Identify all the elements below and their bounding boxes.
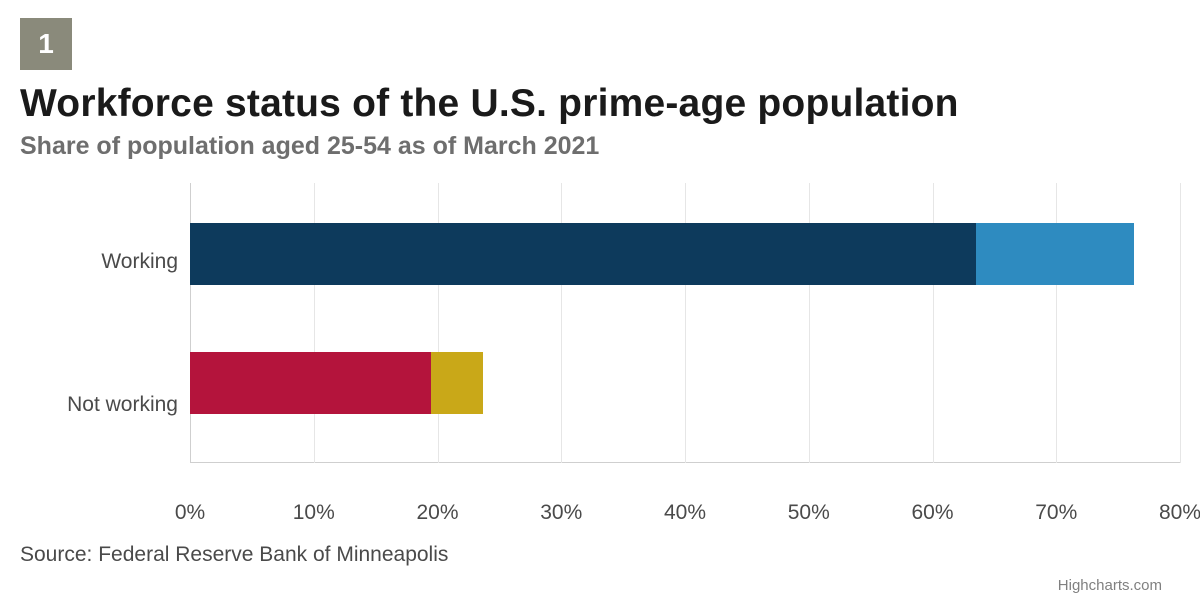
- chart-area: Working Not working: [20, 183, 1180, 493]
- bar-segment: [976, 223, 1134, 285]
- x-tick-label: 20%: [416, 501, 458, 525]
- source-caption: Source: Federal Reserve Bank of Minneapo…: [20, 543, 1180, 567]
- y-category-label: Working: [101, 250, 178, 274]
- chart-number-badge: 1: [20, 18, 72, 70]
- bar-segment: [431, 352, 483, 414]
- y-axis-labels: Working Not working: [20, 183, 190, 493]
- x-tick-label: 70%: [1035, 501, 1077, 525]
- x-tick-label: 80%: [1159, 501, 1200, 525]
- gridline: [1180, 183, 1181, 463]
- x-tick-label: 50%: [788, 501, 830, 525]
- x-tick-label: 30%: [540, 501, 582, 525]
- chart-subtitle: Share of population aged 25-54 as of Mar…: [20, 132, 1180, 161]
- y-category-label: Not working: [67, 393, 178, 417]
- x-tick-label: 60%: [911, 501, 953, 525]
- bar-row: [190, 352, 1180, 414]
- x-axis-ticks: 0%10%20%30%40%50%60%70%80%: [190, 493, 1180, 523]
- bar-row: [190, 223, 1180, 285]
- chart-title: Workforce status of the U.S. prime-age p…: [20, 82, 1180, 126]
- credit-label: Highcharts.com: [1058, 577, 1162, 594]
- bar-segment: [190, 352, 431, 414]
- x-tick-label: 0%: [175, 501, 205, 525]
- bar-segment: [190, 223, 976, 285]
- plot-area: [190, 183, 1180, 463]
- x-tick-label: 40%: [664, 501, 706, 525]
- x-tick-label: 10%: [293, 501, 335, 525]
